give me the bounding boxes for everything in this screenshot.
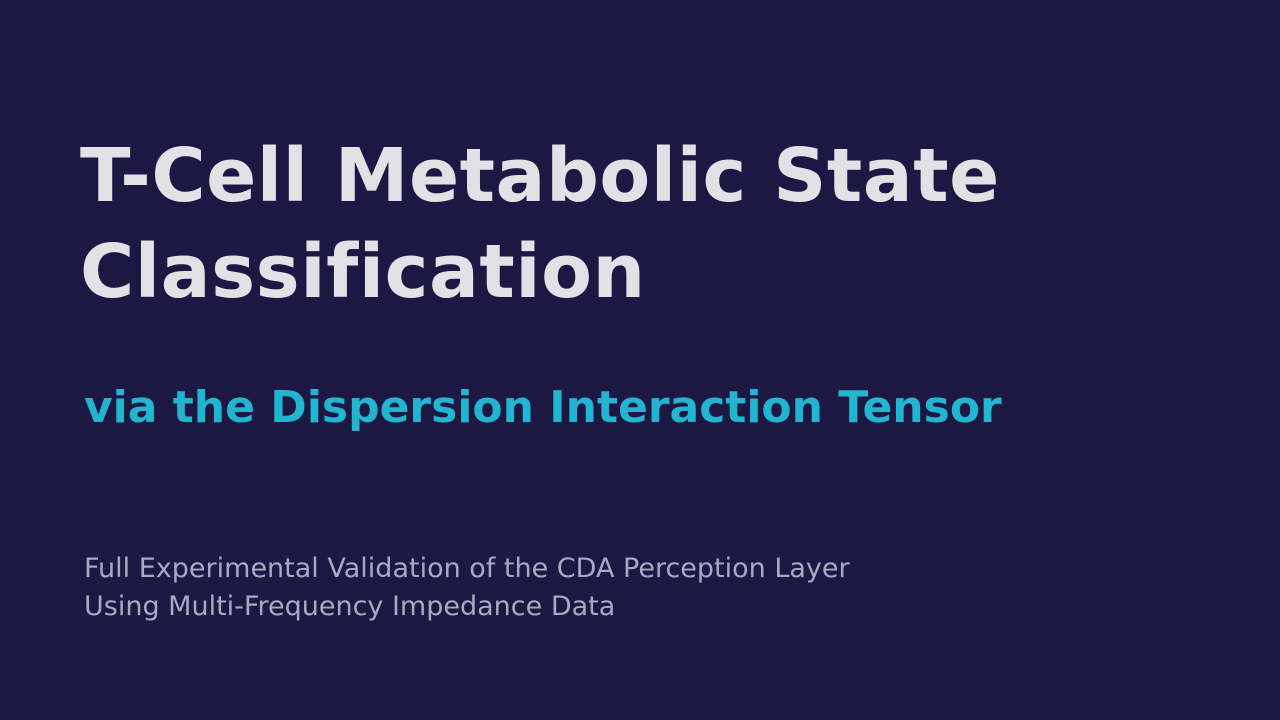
title: T-Cell Metabolic State Classification	[80, 128, 1000, 320]
description-line: Using Multi-Frequency Impedance Data	[84, 591, 616, 622]
title-line: T-Cell Metabolic State	[80, 133, 1000, 219]
subtitle: via the Dispersion Interaction Tensor	[84, 382, 1002, 433]
title-line: Classification	[80, 229, 646, 315]
description: Full Experimental Validation of the CDA …	[84, 550, 850, 626]
description-line: Full Experimental Validation of the CDA …	[84, 553, 850, 584]
